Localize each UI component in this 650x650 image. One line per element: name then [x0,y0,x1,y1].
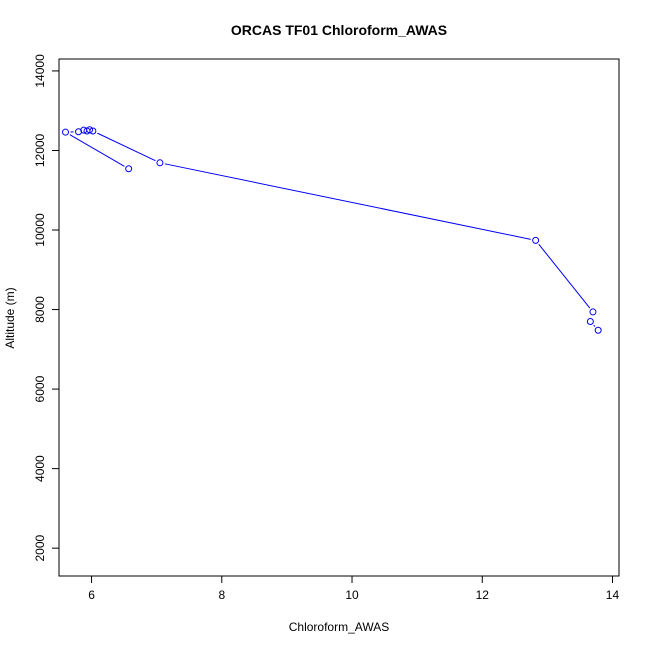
x-axis: 6 8 10 12 14 [88,575,620,602]
series-line-segment [538,243,591,309]
y-tick-label: 8000 [33,296,47,323]
data-point [594,326,602,334]
data-point [62,128,70,136]
x-tick-label: 10 [345,588,359,602]
series-line-segment [97,132,156,162]
y-tick-label: 14000 [33,54,47,88]
plot-frame [58,58,620,577]
y-tick-label: 6000 [33,375,47,402]
data-point [89,127,97,135]
series-layer [62,126,602,334]
y-tick-label: 10000 [33,213,47,247]
y-tick-label: 2000 [33,534,47,561]
y-axis-label: Altitude (m) [3,287,17,348]
series-line-segment [593,324,596,327]
data-point [586,317,594,325]
data-point [532,236,540,244]
data-point [125,165,133,173]
data-point [589,308,597,316]
y-tick-label: 12000 [33,133,47,167]
data-point [86,126,94,134]
x-tick-label: 6 [88,588,95,602]
x-tick-label: 14 [606,588,620,602]
series-line-segment [164,163,531,240]
y-tick-label: 4000 [33,455,47,482]
x-axis-label: Chloroform_AWAS [289,620,389,634]
x-tick-label: 8 [218,588,225,602]
data-point [156,159,164,167]
series-line-segment [69,134,125,167]
y-axis: 2000 4000 6000 8000 10000 12000 14000 [33,54,60,562]
x-tick-label: 12 [476,588,490,602]
chart-title: ORCAS TF01 Chloroform_AWAS [231,22,447,38]
